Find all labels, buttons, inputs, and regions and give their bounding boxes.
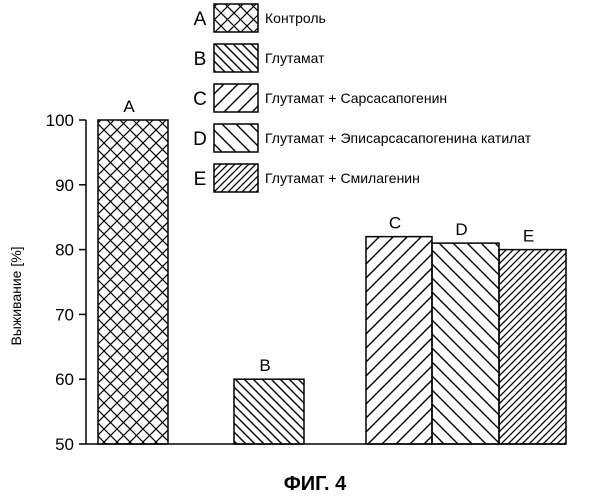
legend-label-e: Глутамат + Смилагенин (265, 170, 420, 186)
legend-label-d: Глутамат + Эписарсасапогенина катилат (265, 130, 532, 146)
bar-label-b: B (259, 356, 270, 375)
y-tick-label: 60 (55, 370, 74, 389)
y-axis-label: Выживание [%] (8, 246, 24, 345)
legend-letter-e: E (194, 169, 207, 190)
figure-caption: ФИГ. 4 (284, 473, 347, 495)
legend-swatch-e (214, 164, 258, 192)
bar-b (234, 379, 304, 444)
bars: ABCDE (98, 97, 566, 444)
legend-swatch-b (214, 44, 258, 72)
y-tick-label: 90 (55, 176, 74, 195)
y-tick-label: 80 (55, 241, 74, 260)
legend-swatch-c (214, 84, 258, 112)
legend-letter-b: B (194, 49, 207, 70)
y-ticks: 50 60 70 80 90 100 (46, 111, 86, 454)
legend-letter-d: D (193, 129, 207, 150)
legend-swatch-d (214, 124, 258, 152)
legend-letter-c: C (193, 89, 207, 110)
legend-swatch-a (214, 4, 258, 32)
y-tick-label: 100 (46, 111, 74, 130)
bar-label-a: A (123, 97, 135, 116)
legend-label-b: Глутамат (265, 50, 325, 66)
legend-label-a: Контроль (265, 10, 326, 26)
bar-c (366, 237, 432, 444)
bar-label-d: D (455, 220, 467, 239)
bar-e (499, 250, 566, 444)
bar-d (432, 243, 499, 444)
bar-label-e: E (523, 227, 534, 246)
bar-a (98, 120, 168, 444)
y-tick-label: 50 (55, 435, 74, 454)
legend: A Контроль B Глутамат C Глутамат + Сарсасапог… (193, 4, 532, 192)
y-tick-label: 70 (55, 305, 74, 324)
bar-label-c: C (389, 214, 401, 233)
legend-label-c: Глутамат + Сарсасапогенин (265, 90, 447, 106)
legend-letter-a: A (194, 9, 207, 30)
